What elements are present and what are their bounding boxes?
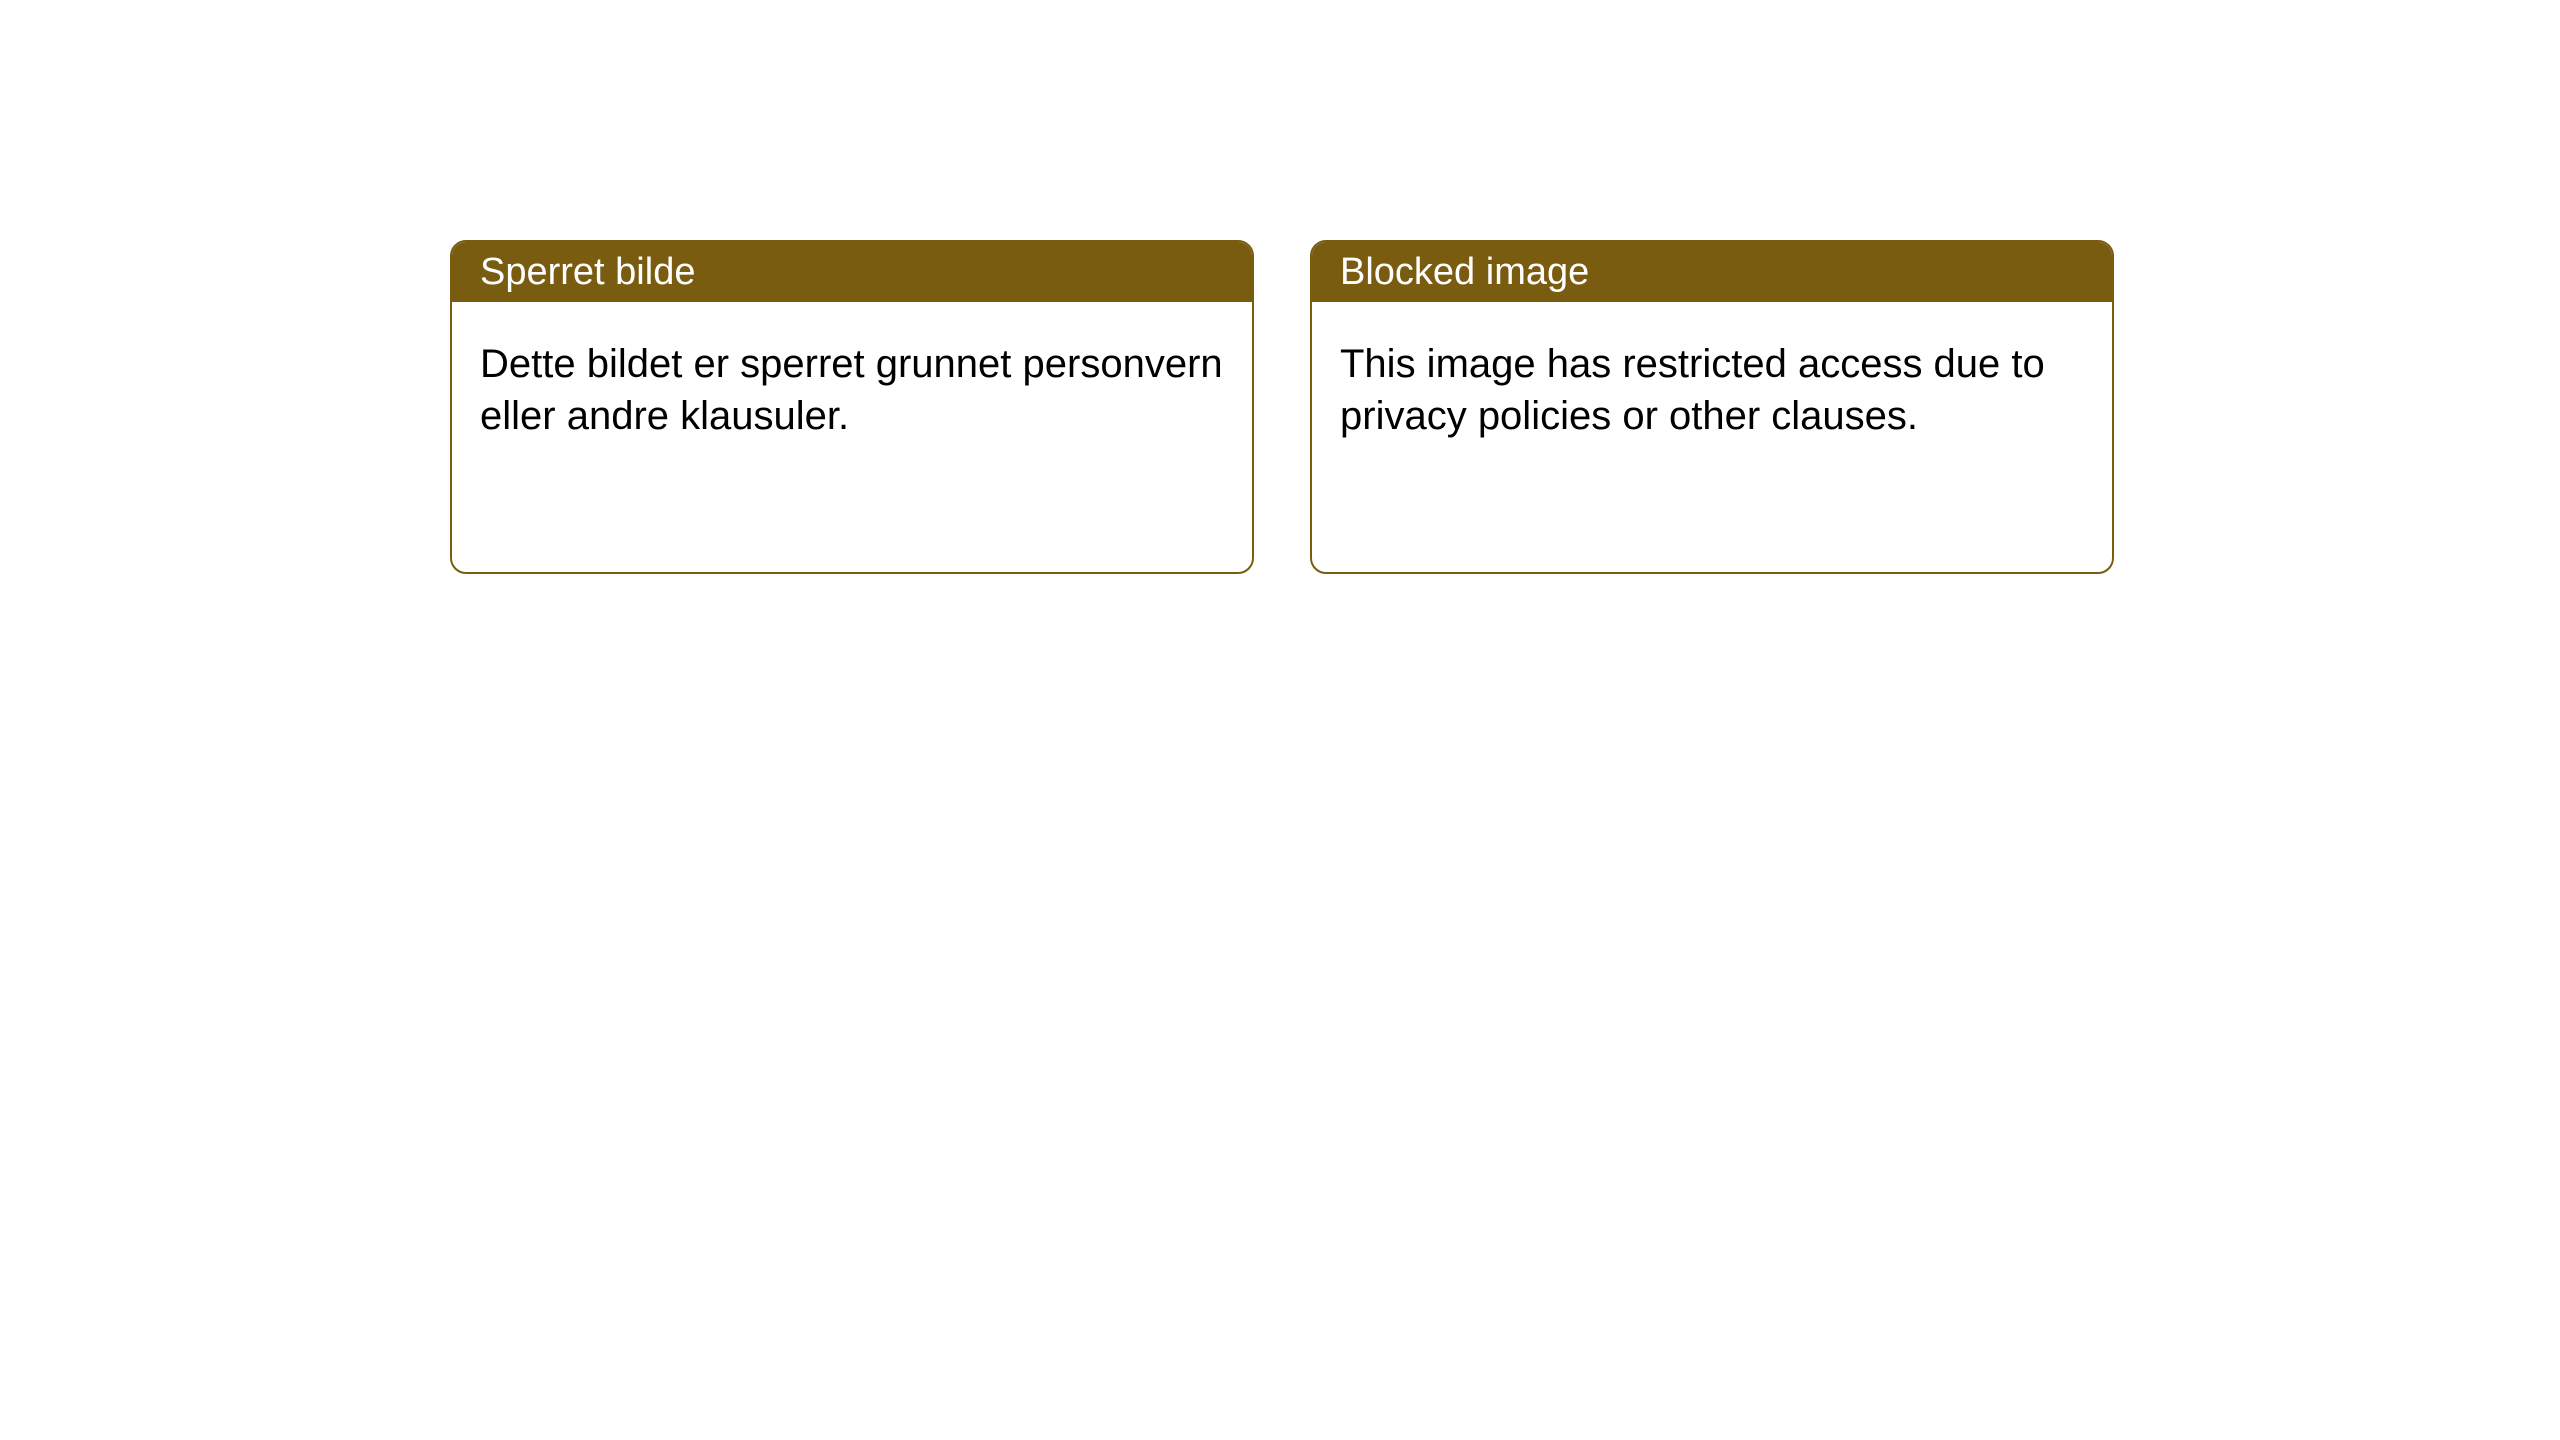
notice-title-norwegian: Sperret bilde xyxy=(480,251,695,294)
notice-text-english: This image has restricted access due to … xyxy=(1340,342,2045,438)
notice-body-english: This image has restricted access due to … xyxy=(1312,302,2112,478)
notice-title-english: Blocked image xyxy=(1340,251,1589,294)
notice-body-norwegian: Dette bildet er sperret grunnet personve… xyxy=(452,302,1252,478)
notice-header-english: Blocked image xyxy=(1312,242,2112,302)
notice-box-norwegian: Sperret bilde Dette bildet er sperret gr… xyxy=(450,240,1254,574)
notice-box-english: Blocked image This image has restricted … xyxy=(1310,240,2114,574)
notice-header-norwegian: Sperret bilde xyxy=(452,242,1252,302)
notice-container: Sperret bilde Dette bildet er sperret gr… xyxy=(0,0,2560,574)
notice-text-norwegian: Dette bildet er sperret grunnet personve… xyxy=(480,342,1223,438)
